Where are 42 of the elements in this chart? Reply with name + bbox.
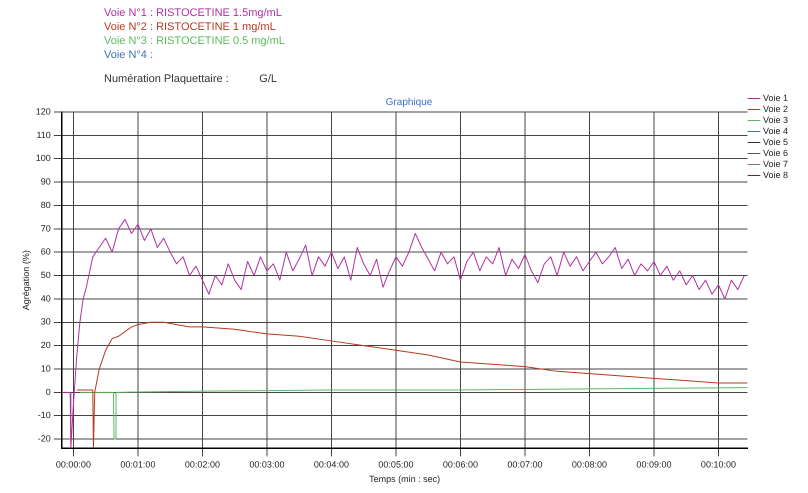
x-tick-label: 00:00:00 <box>56 459 91 470</box>
legend-label: Voie 4 <box>762 126 788 136</box>
y-tick-label: 10 <box>40 363 51 374</box>
y-tick-label: 110 <box>36 130 51 140</box>
x-tick-label: 00:02:00 <box>184 459 220 470</box>
x-tick-label: 00:03:00 <box>249 459 284 470</box>
y-tick-label: 80 <box>40 200 51 210</box>
x-tick-label: 00:08:00 <box>572 459 607 470</box>
y-tick-label: -20 <box>38 434 51 444</box>
legend-label: Voie 2 <box>762 104 788 114</box>
text: Voie N°4 : <box>104 48 154 62</box>
x-axis-title: Temps (min : sec) <box>369 474 440 484</box>
chart-title: Graphique <box>386 96 433 108</box>
x-tick-label: 00:09:00 <box>636 459 672 470</box>
x-tick-label: 00:05:00 <box>378 459 414 470</box>
y-tick-label: 120 <box>36 106 51 116</box>
y-axis-title: Agrégation (%) <box>20 250 31 310</box>
y-tick-label: 30 <box>40 316 51 327</box>
y-tick-label: 70 <box>40 223 51 234</box>
x-tick-label: 00:10:00 <box>700 459 736 470</box>
text: Voie N°3 : RISTOCETINE 0.5 mg/mL <box>104 34 285 48</box>
y-tick-label: 60 <box>40 246 51 257</box>
y-tick-label: 0 <box>46 386 51 397</box>
legend-label: Voie 3 <box>762 114 788 125</box>
legend-label: Voie 6 <box>762 148 788 158</box>
x-tick-label: 00:01:00 <box>120 459 156 470</box>
legend-label: Voie 8 <box>762 170 788 180</box>
y-tick-label: -10 <box>38 410 51 420</box>
text: Voie N°1 : RISTOCETINE 1.5mg/mL <box>104 6 283 20</box>
text: Voie N°2 : RISTOCETINE 1 mg/mL <box>104 20 277 34</box>
legend-label: Voie 7 <box>762 158 788 169</box>
y-tick-label: 40 <box>40 293 51 304</box>
legend-label: Voie 5 <box>762 136 788 147</box>
y-tick-label: 50 <box>40 270 51 280</box>
y-tick-label: 100 <box>36 153 51 164</box>
legend-label: Voie 1 <box>762 92 788 103</box>
y-tick-label: 20 <box>40 340 51 350</box>
x-tick-label: 00:07:00 <box>507 459 542 470</box>
x-tick-label: 00:04:00 <box>314 459 349 470</box>
x-tick-label: 00:06:00 <box>442 459 478 470</box>
y-tick-label: 90 <box>40 176 51 187</box>
text: Numération Plaquettaire : G/L <box>104 72 278 86</box>
